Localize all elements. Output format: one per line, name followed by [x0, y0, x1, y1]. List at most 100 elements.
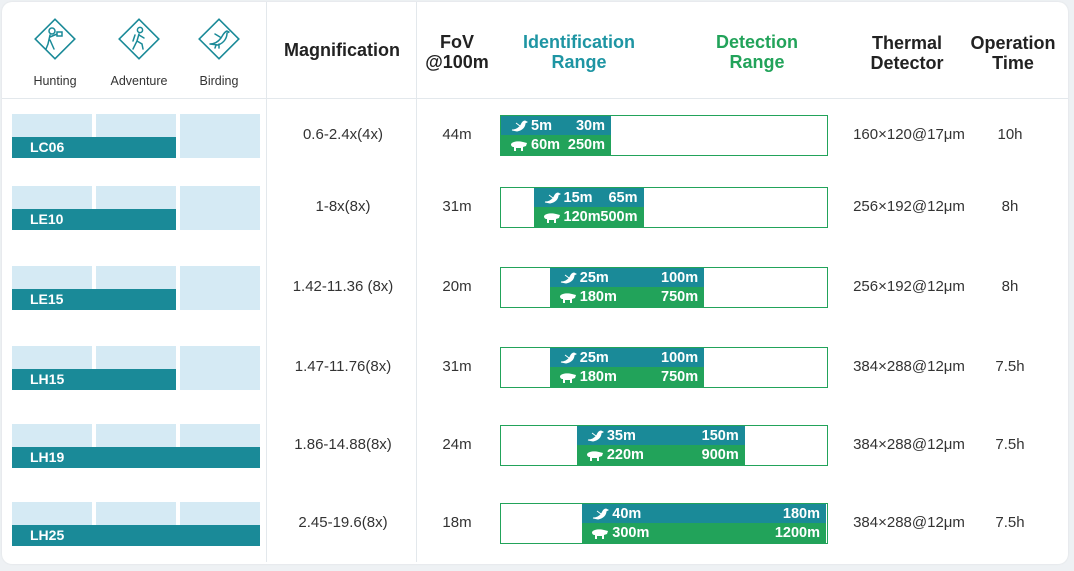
model-name: LH19 [12, 447, 260, 468]
suitability-bar: LE15 [12, 266, 260, 310]
suitability-segment-birding [180, 346, 260, 390]
model-name: LH25 [12, 525, 260, 546]
operation-time-value: 10h [997, 126, 1023, 143]
magnification-value: 2.45-19.6(8x) [298, 514, 388, 531]
header-magnification: Magnification [284, 40, 400, 60]
bird-icon [543, 191, 561, 205]
detection-max: 250m [567, 137, 605, 153]
header-detection-range: Detection Range [682, 32, 832, 72]
detection-min: 180m [579, 289, 617, 305]
header-divider [416, 2, 417, 562]
fov-value: 18m [442, 514, 472, 531]
thermal-detector-value: 384×288@12μm [853, 514, 965, 531]
operation-time-value: 8h [1001, 198, 1019, 215]
bird-icon [559, 351, 577, 365]
operation-time-value: 7.5h [995, 436, 1025, 453]
header-identification-line2: Range [551, 52, 607, 72]
detection-min: 300m [612, 525, 650, 541]
thermal-detector-value: 256×192@12μm [853, 198, 965, 215]
suitability-segment-birding [180, 186, 260, 230]
category-label-hunting: Hunting [33, 74, 77, 88]
header-detection-line1: Detection [715, 32, 798, 52]
suitability-bar: LH19 [12, 424, 260, 468]
boar-icon [510, 138, 528, 152]
header-fov: FoV @100m [422, 32, 492, 72]
model-name: LC06 [12, 137, 176, 158]
detection-min: 180m [579, 369, 617, 385]
range-track: 15m 65m 120m 500m [500, 187, 828, 228]
header-operation-time: Operation Time [958, 33, 1068, 73]
detection-max: 750m [661, 289, 699, 305]
detection-min: 220m [606, 447, 644, 463]
identification-min: 25m [579, 350, 609, 366]
identification-bar: 25m 100m [549, 348, 705, 368]
detection-min: 60m [531, 137, 561, 153]
identification-max: 100m [661, 350, 699, 366]
magnification-value: 1.47-11.76(8x) [294, 358, 392, 375]
header-fov-line2: @100m [425, 52, 489, 72]
category-label-birding: Birding [199, 74, 239, 88]
thermal-detector-value: 256×192@12μm [853, 278, 965, 295]
range-track: 25m 100m 180m 750m [500, 267, 828, 308]
header-identification-range: Identification Range [504, 32, 654, 72]
identification-min: 40m [612, 506, 642, 522]
suitability-bar: LH15 [12, 346, 260, 390]
bird-icon [591, 507, 610, 521]
header-operation-line2: Time [992, 53, 1034, 73]
fov-value: 20m [442, 278, 472, 295]
operation-time-value: 8h [1001, 278, 1019, 295]
boar-icon [586, 448, 604, 462]
range-track: 35m 150m 220m 900m [500, 425, 828, 466]
magnification-value: 1.86-14.88(8x) [294, 436, 392, 453]
magnification-value: 1.42-11.36 (8x) [292, 278, 394, 295]
detection-max: 900m [701, 447, 739, 463]
bird-icon [559, 271, 577, 285]
range-track: 40m 180m 300m 1200m [500, 503, 828, 544]
detection-bar: 180m 750m [549, 287, 705, 307]
identification-bar: 15m 65m [533, 188, 644, 208]
header-operation-line1: Operation [970, 33, 1056, 53]
bird-icon [510, 119, 529, 133]
detection-bar: 300m 1200m [582, 523, 826, 543]
thermal-detector-value: 160×120@17μm [853, 126, 965, 143]
boar-icon [559, 290, 577, 304]
identification-max: 100m [661, 270, 699, 286]
detection-bar: 60m 250m [501, 135, 611, 155]
fov-value: 31m [442, 358, 472, 375]
identification-bar: 35m 150m [576, 426, 745, 446]
model-name: LE15 [12, 289, 176, 310]
suitability-bar: LH25 [12, 502, 260, 546]
boar-icon [543, 210, 561, 224]
hunter-with-binoculars-icon [32, 16, 78, 62]
identification-min: 15m [563, 190, 593, 206]
identification-bar: 5m 30m [501, 116, 611, 136]
model-name: LH15 [12, 369, 176, 390]
hiker-icon [116, 16, 162, 62]
magnification-value: 0.6-2.4x(4x) [302, 126, 384, 143]
thermal-detector-value: 384×288@12μm [853, 436, 965, 453]
fov-value: 31m [442, 198, 472, 215]
detection-max: 1200m [774, 525, 820, 541]
bird-icon [586, 429, 604, 443]
header-divider [266, 2, 267, 562]
bird-icon [196, 16, 242, 62]
header-thermal-line1: Thermal [871, 33, 943, 53]
thermal-detector-value: 384×288@12μm [853, 358, 965, 375]
detection-min: 120m [563, 209, 601, 225]
header-divider [2, 98, 1068, 99]
detection-bar: 180m 750m [549, 367, 705, 387]
identification-min: 35m [606, 428, 636, 444]
suitability-segment-birding [180, 114, 260, 158]
detection-bar: 120m 500m [533, 207, 644, 227]
fov-value: 24m [442, 436, 472, 453]
suitability-bar: LC06 [12, 114, 260, 158]
suitability-bar: LE10 [12, 186, 260, 230]
identification-max: 180m [782, 506, 820, 522]
boar-icon [591, 526, 609, 540]
identification-bar: 40m 180m [582, 504, 826, 524]
range-track: 5m 30m 60m 250m [500, 115, 828, 156]
header-detection-line2: Range [729, 52, 785, 72]
fov-value: 44m [442, 126, 472, 143]
detection-bar: 220m 900m [576, 445, 745, 465]
model-name: LE10 [12, 209, 176, 230]
